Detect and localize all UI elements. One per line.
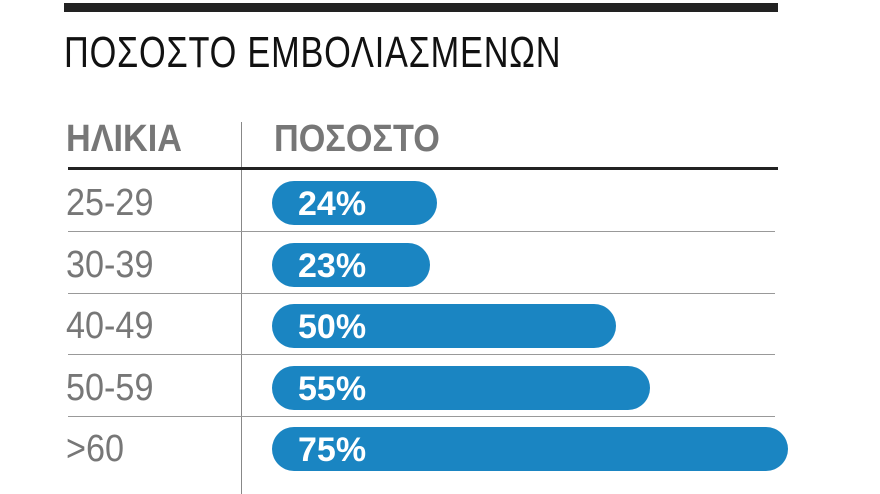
bar: [272, 365, 651, 410]
column-divider: [241, 122, 242, 494]
row-divider: [68, 231, 775, 232]
header-percent: ΠΟΣΟΣΤΟ: [274, 118, 440, 160]
bar: [272, 181, 438, 225]
value-label: 75%: [298, 431, 367, 469]
age-label: 25-29: [66, 182, 154, 224]
row-divider: [68, 292, 775, 294]
age-label: 30-39: [66, 243, 154, 286]
chart-title: ΠΟΣΟΣΤΟ ΕΜΒΟΛΙΑΣΜΕΝΩΝ: [64, 28, 562, 77]
row-divider: [68, 354, 775, 355]
value-label: 55%: [298, 369, 367, 408]
bar: [272, 427, 788, 471]
value-label: 50%: [298, 308, 367, 346]
bar: [272, 242, 431, 287]
row-divider: [68, 415, 775, 417]
age-label: 40-49: [66, 305, 154, 347]
header-rule: [68, 167, 778, 170]
age-label: >60: [66, 428, 125, 470]
value-label: 24%: [298, 185, 367, 223]
value-label: 23%: [298, 246, 367, 285]
header-age: ΗΛΙΚΙΑ: [66, 118, 182, 160]
bar: [272, 304, 616, 348]
age-label: 50-59: [66, 366, 154, 409]
top-rule: [64, 3, 778, 12]
